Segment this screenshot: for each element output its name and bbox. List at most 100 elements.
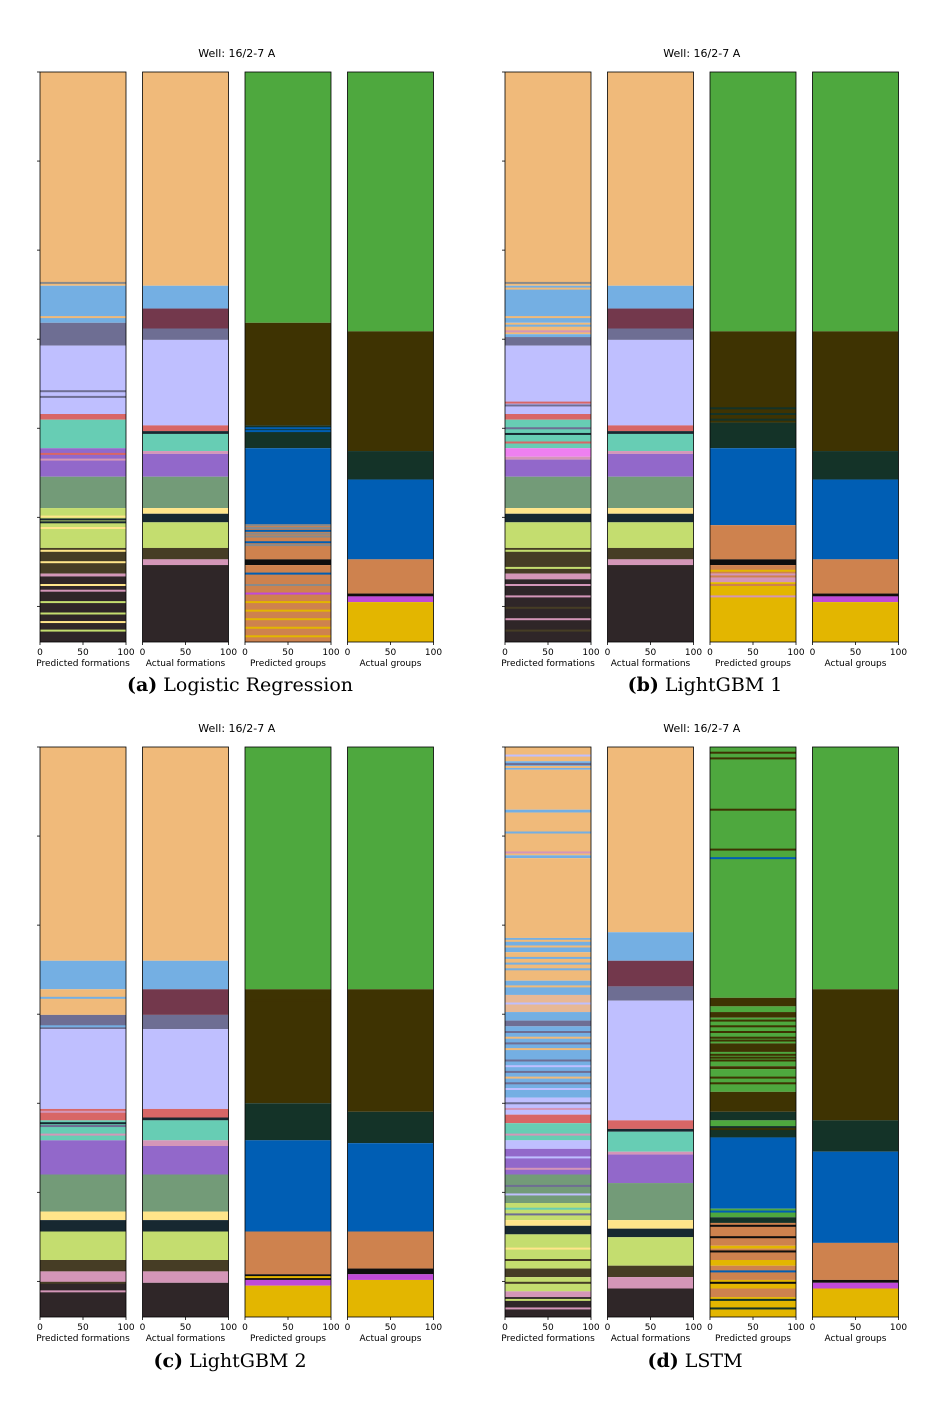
facies-band [142,513,229,523]
facies-line [505,754,591,757]
x-tick-label: 0 [242,1323,248,1333]
facies-band [142,1146,229,1175]
facies-band [142,1174,229,1212]
facies-line [40,555,126,558]
facies-line [40,629,126,632]
facies-band [710,1126,796,1138]
panel-caption: (d) LSTM [545,1350,845,1372]
facies-line [40,584,126,586]
facies-band [607,1000,694,1121]
facies-band [607,932,694,961]
facies-band [40,1029,126,1109]
x-axis-label: Predicted groups [715,1334,791,1344]
facies-band [607,565,694,642]
facies-band [710,1120,796,1127]
facies-line [710,1056,796,1059]
facies-band [812,1288,899,1317]
facies-line [505,1298,591,1301]
x-axis-label: Actual groups [825,659,887,669]
facies-band [710,565,796,574]
facies-line [40,549,126,552]
facies-band [710,1091,796,1112]
facies-band [142,328,229,340]
facies-band [245,989,331,1104]
facies-band [812,451,899,480]
facies-line [505,765,591,768]
x-axis-label: Actual formations [611,1334,691,1344]
facies-band [347,1274,434,1280]
x-axis-label: Predicted formations [501,659,595,669]
facies-band [245,448,331,526]
facies-line [505,1259,591,1261]
facies-band [505,573,591,580]
x-tick-label: 50 [645,648,657,658]
facies-line [40,395,126,398]
facies-band [710,1208,796,1218]
facies-line [505,287,591,290]
facies-band [347,1231,434,1269]
facies-line [505,1156,591,1159]
facies-band [505,1114,591,1124]
facies-band [607,513,694,523]
facies-line [505,281,591,284]
facies-band [142,1108,229,1118]
x-tick-label: 100 [890,1323,907,1333]
facies-band [812,1120,899,1152]
facies-band [142,1140,229,1146]
x-tick-label: 100 [890,648,907,658]
caption-text: Logistic Regression [163,674,354,696]
facies-band [40,419,126,449]
x-tick-label: 100 [425,1323,442,1333]
facies-band [607,960,694,987]
facies-line [245,1105,331,1108]
caption-letter: (d) [647,1350,679,1372]
facies-band [607,1151,694,1155]
facies-band [40,345,126,414]
facies-band [505,812,591,856]
facies-line [505,1088,591,1090]
facies-band [505,508,591,514]
facies-band [347,479,434,560]
facies-band [142,508,229,514]
facies-band [607,1183,694,1221]
facies-band [505,1268,591,1278]
facies-line [40,281,126,284]
facies-band [710,1012,796,1018]
facies-line [505,1059,591,1062]
facies-band [142,308,229,329]
caption-letter: (b) [627,674,659,696]
facies-line [710,1270,796,1273]
facies-band [40,1174,126,1212]
facies-band [505,761,591,770]
facies-band [710,1279,796,1289]
facies-band [505,448,591,457]
caption-text: LightGBM 1 [664,674,783,696]
facies-line [245,527,331,529]
facies-band [40,1231,126,1260]
facies-band [607,425,694,432]
facies-band [505,476,591,509]
facies-line [505,324,591,327]
x-tick-label: 0 [605,648,611,658]
facies-band [607,1131,694,1152]
caption-text: LightGBM 2 [189,1350,307,1372]
facies-band [245,1285,331,1317]
facies-line [710,808,796,811]
facies-band [505,1148,591,1175]
facies-band [347,1279,434,1317]
facies-band [505,980,591,995]
facies-line [505,401,591,404]
facies-band [142,72,229,286]
facies-band [40,747,126,961]
facies-line [40,1276,126,1279]
facies-line [40,316,126,319]
facies-line [245,427,331,430]
facies-band [812,331,899,452]
facies-band [142,747,229,961]
facies-band [505,513,591,523]
x-tick-label: 100 [322,648,339,658]
